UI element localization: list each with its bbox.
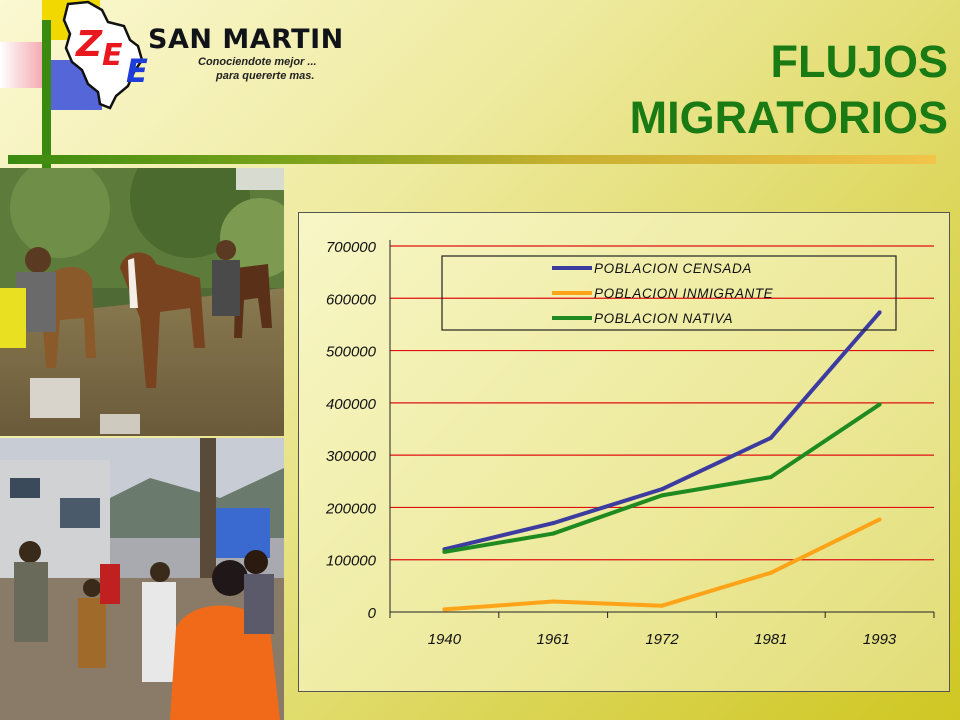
mules-on-trail-photo [0, 168, 284, 436]
series-line-poblacion-nativa [444, 402, 881, 554]
data-point-poblacion-inmigrante-1961 [551, 599, 556, 604]
data-point-poblacion-nativa-1981 [768, 475, 773, 480]
data-point-poblacion-nativa-1940 [442, 549, 447, 554]
y-tick-label-500000: 500000 [326, 344, 377, 361]
legend-label-poblacion-inmigrante: POBLACION INMIGRANTE [594, 286, 774, 301]
logo-name: SAN MARTIN [148, 24, 344, 55]
data-point-poblacion-censada-1993 [877, 310, 882, 315]
data-point-poblacion-nativa-1961 [551, 531, 556, 536]
legend-label-poblacion-censada: POBLACION CENSADA [594, 261, 752, 276]
page-title: FLUJOS MIGRATORIOS [630, 34, 948, 146]
data-point-poblacion-inmigrante-1972 [660, 603, 664, 608]
x-tick-label-1940: 1940 [428, 631, 462, 648]
legend-box [441, 255, 897, 331]
x-tick-label-1981: 1981 [754, 631, 787, 648]
logo-tagline-2: para quererte mas. [216, 70, 315, 82]
x-tick-label-1961: 1961 [537, 631, 570, 648]
y-tick-label-0: 0 [368, 605, 377, 622]
legend-label-poblacion-nativa: POBLACION NATIVA [594, 311, 733, 326]
y-tick-label-200000: 200000 [325, 500, 377, 517]
x-tick-label-1972: 1972 [645, 631, 679, 648]
data-point-poblacion-nativa-1972 [660, 493, 664, 498]
data-point-poblacion-censada-1961 [551, 521, 556, 526]
data-point-poblacion-nativa-1993 [877, 402, 882, 407]
y-tick-label-700000: 700000 [326, 239, 377, 256]
title-line-2: MIGRATORIOS [629, 92, 948, 143]
vertical-divider [42, 20, 51, 168]
logo-tagline-1: Conociendote mejor ... [198, 56, 317, 68]
town-street-crowd-photo [0, 438, 284, 720]
data-point-poblacion-inmigrante-1993 [877, 517, 882, 522]
x-tick-label-1993: 1993 [863, 631, 897, 648]
data-point-poblacion-censada-1972 [660, 487, 664, 492]
y-tick-label-600000: 600000 [326, 291, 377, 308]
y-tick-label-400000: 400000 [326, 396, 377, 413]
logo-letter-z: Z [76, 24, 103, 65]
population-line-chart: 0 100000 200000 300000 400000 500000 600000 700… [325, 239, 935, 648]
horizontal-divider [8, 155, 936, 164]
san-martin-map-icon [62, 0, 144, 110]
title-line-1: FLUJOS [770, 36, 948, 87]
corner-pink-square [0, 42, 48, 88]
data-point-poblacion-inmigrante-1981 [768, 570, 773, 575]
series-line-poblacion-censada [443, 311, 882, 552]
data-point-poblacion-censada-1981 [768, 435, 773, 440]
y-tick-label-100000: 100000 [326, 553, 377, 570]
logo-letter-e-blue: E [126, 52, 148, 90]
y-tick-label-300000: 300000 [326, 448, 377, 465]
data-point-poblacion-inmigrante-1940 [442, 607, 447, 612]
logo-letter-e-red: E [102, 38, 123, 73]
